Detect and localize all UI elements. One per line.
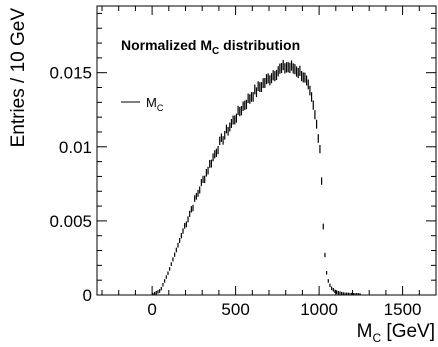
y-tick-label: 0.005 [49, 212, 92, 231]
y-tick-label: 0 [83, 286, 92, 305]
x-tick-label: 1000 [300, 300, 338, 319]
y-tick-label: 0.01 [59, 138, 92, 157]
chart-title: Normalized MC distribution [121, 37, 300, 57]
x-tick-label: 500 [221, 300, 249, 319]
y-tick-label: 0.015 [49, 64, 92, 83]
x-tick-label: 0 [147, 300, 156, 319]
legend-label: MC [146, 95, 164, 113]
x-axis-label: MC [GeV] [357, 321, 435, 345]
plot-frame [96, 5, 437, 296]
x-tick-label: 1500 [384, 300, 422, 319]
y-axis-label: Entries / 10 GeV [8, 8, 29, 148]
